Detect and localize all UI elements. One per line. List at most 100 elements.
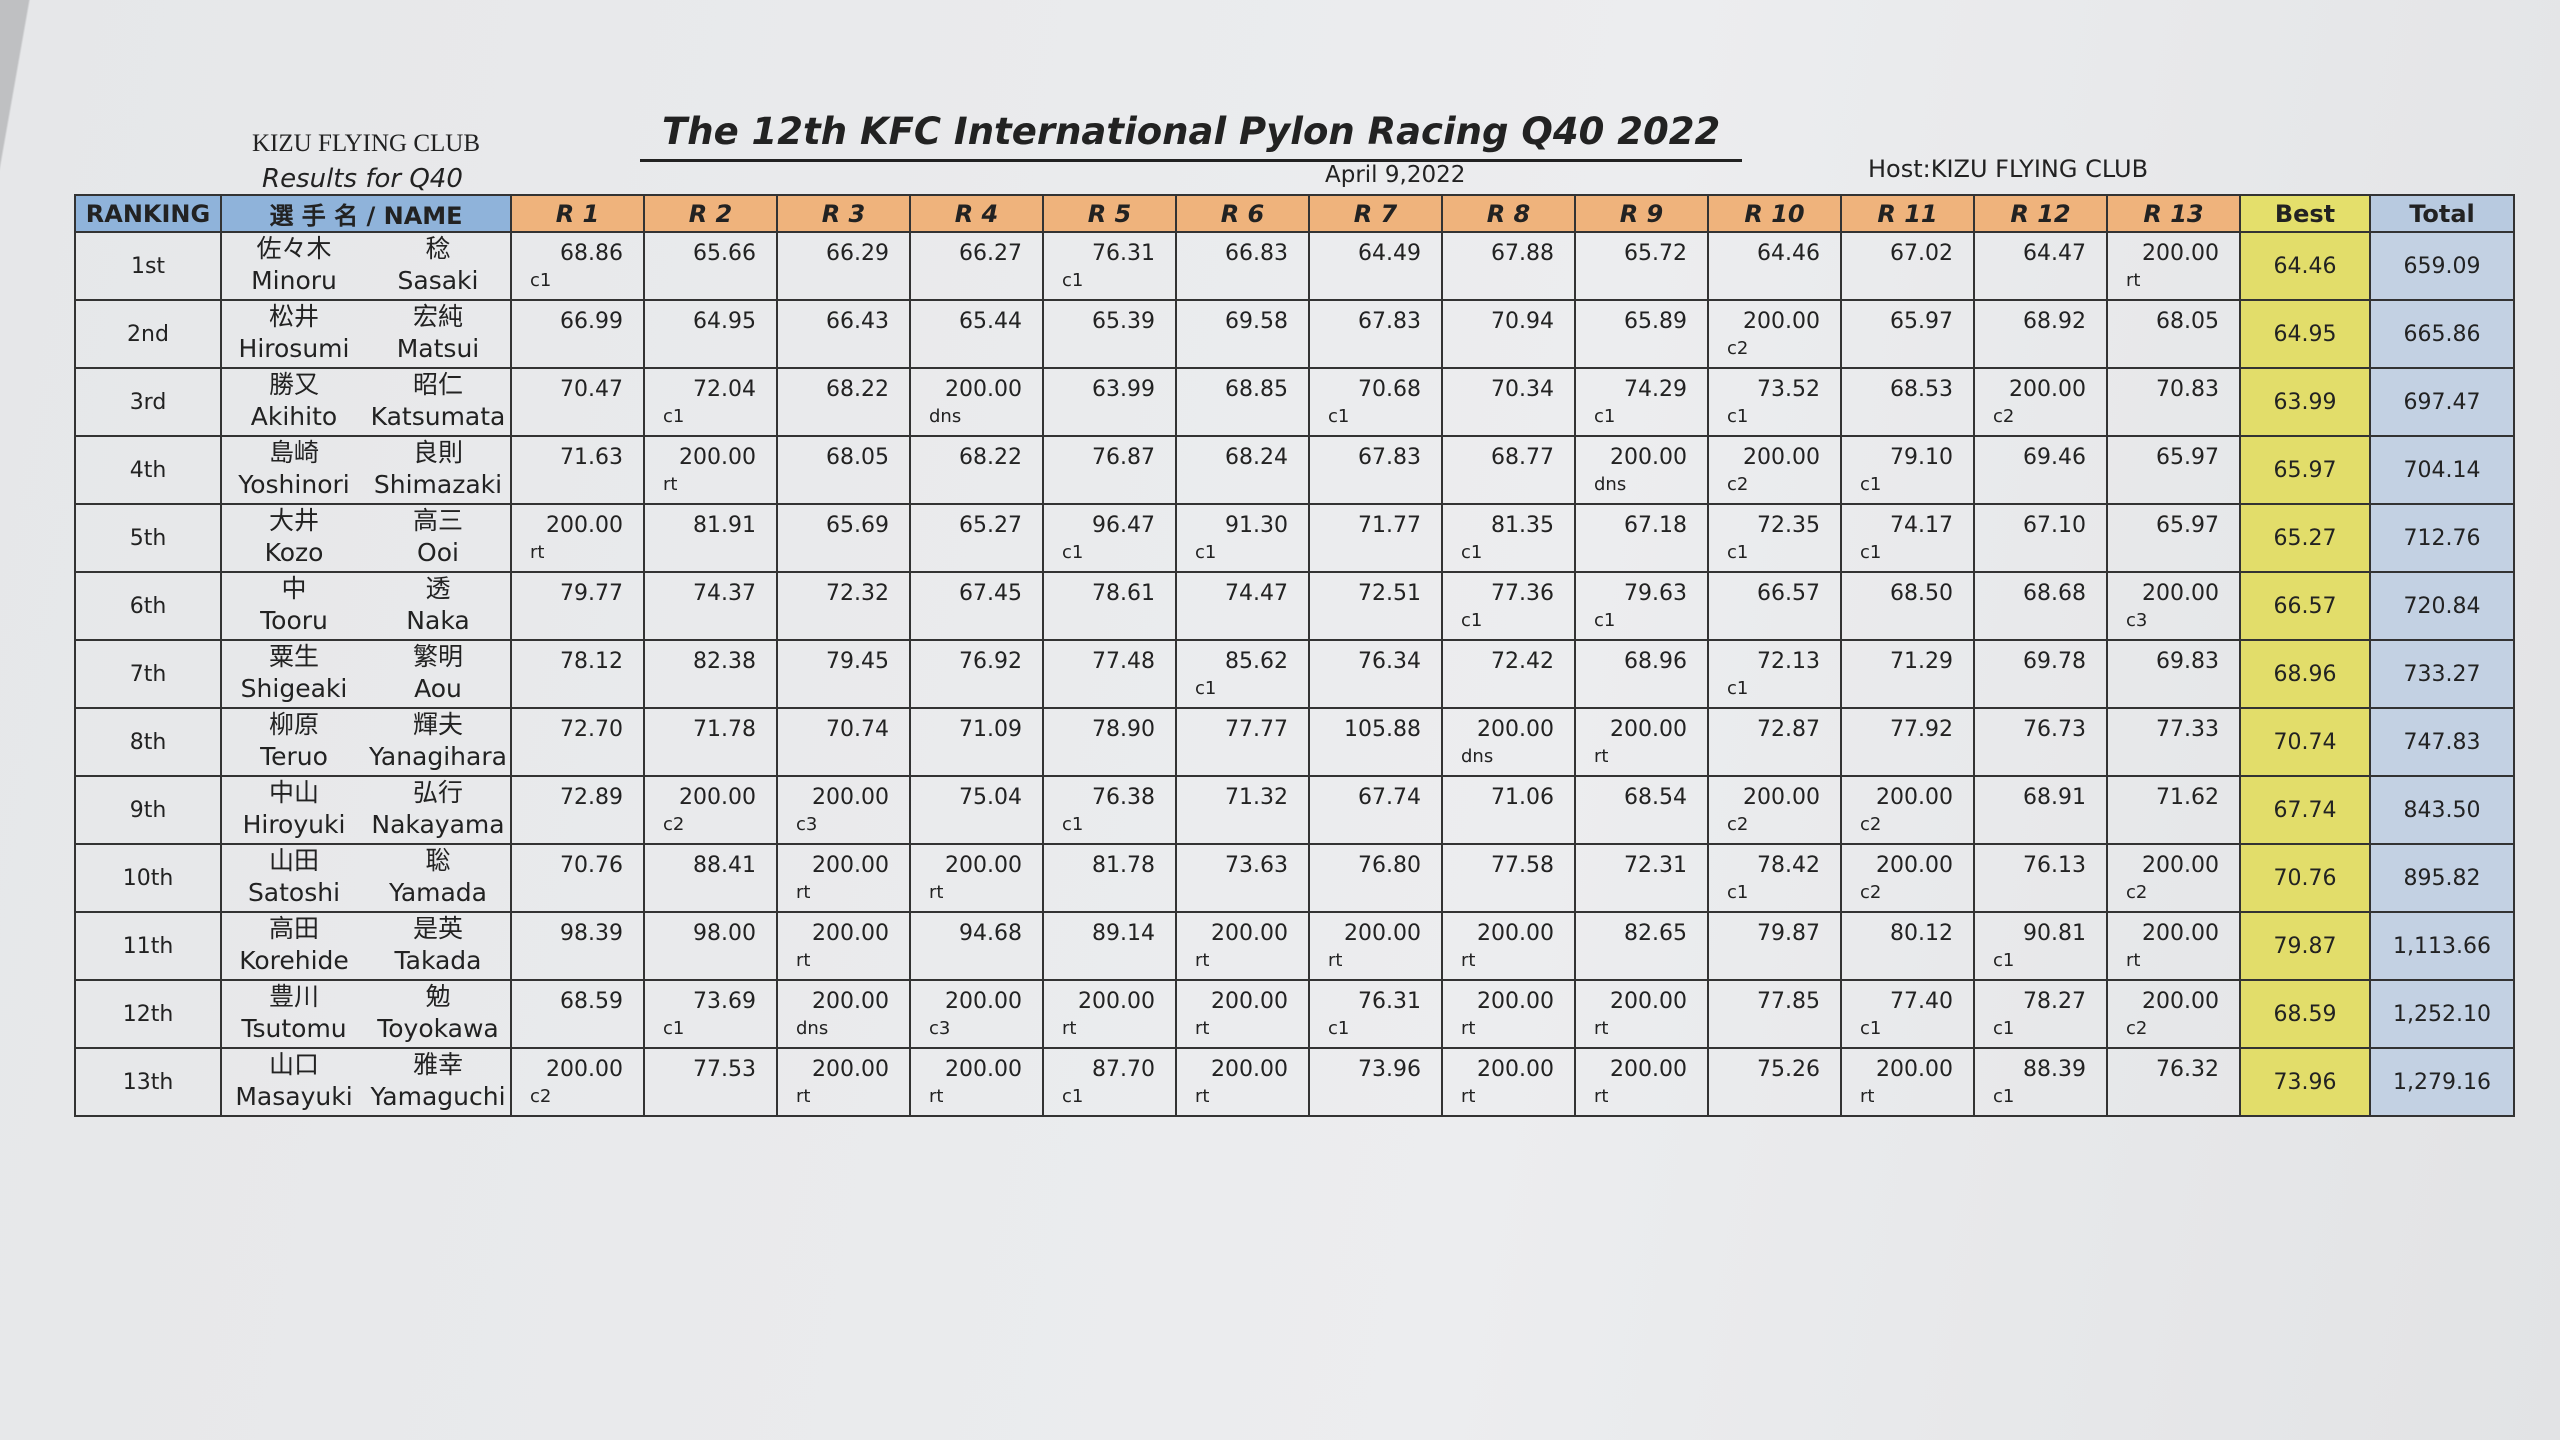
race-cell: 72.13 c1	[1707, 639, 1842, 709]
race-time: 77.33	[2156, 717, 2219, 742]
race-time: 70.76	[560, 853, 623, 878]
race-cell: 65.89	[1574, 299, 1709, 369]
race-cell: 76.80	[1308, 843, 1443, 913]
race-note: c1	[1727, 406, 1749, 427]
race-time: 66.57	[1757, 581, 1820, 606]
race-time: 66.29	[826, 241, 889, 266]
race-time: 65.97	[1890, 309, 1953, 334]
race-cell: 71.09	[909, 707, 1044, 777]
name-jp: 柳原	[268, 710, 319, 739]
race-time: 77.85	[1757, 989, 1820, 1014]
race-time: 73.52	[1757, 377, 1820, 402]
race-cell: 79.63 c1	[1574, 571, 1709, 641]
column-header: R 11	[1840, 194, 1975, 233]
race-time: 71.62	[2156, 785, 2219, 810]
race-time: 68.05	[2156, 309, 2219, 334]
race-cell: 200.00 rt	[1441, 1047, 1576, 1117]
race-cell: 200.00 c2	[1707, 435, 1842, 505]
result-row: 7th 粟生 繁明 Shigeaki Aou 78.12 82.38 79.45 76.92 77…	[74, 639, 2515, 709]
race-cell: 68.05	[776, 435, 911, 505]
best-time: 79.87	[2239, 911, 2371, 981]
name-en: Sasaki	[397, 266, 479, 295]
race-note: rt	[1594, 746, 1609, 767]
race-cell: 200.00 c2	[510, 1047, 645, 1117]
race-note: c2	[1860, 814, 1882, 835]
race-note: c1	[1860, 474, 1882, 495]
race-time: 72.35	[1757, 513, 1820, 538]
subtitle: Results for Q40	[262, 164, 463, 194]
race-cell: 76.38 c1	[1042, 775, 1177, 845]
total-time: 843.50	[2369, 775, 2515, 845]
race-cell: 74.37	[643, 571, 778, 641]
race-note: c2	[1860, 882, 1882, 903]
race-cell: 68.91	[1973, 775, 2108, 845]
name-jp: 中山	[268, 778, 319, 807]
result-row: 4th 島崎 良則 Yoshinori Shimazaki 71.63 200.00 rt 68…	[74, 435, 2515, 505]
name-jp: 雅幸	[412, 1050, 463, 1079]
race-time: 68.91	[2023, 785, 2086, 810]
result-row: 3rd 勝又 昭仁 Akihito Katsumata 70.47 72.04 c1 68.22…	[74, 367, 2515, 437]
race-cell: 73.63	[1175, 843, 1310, 913]
race-note: rt	[2126, 270, 2141, 291]
race-time: 68.22	[959, 445, 1022, 470]
race-time: 71.09	[959, 717, 1022, 742]
name-en: Toyokawa	[377, 1014, 499, 1043]
race-note: c3	[796, 814, 818, 835]
race-cell: 88.39 c1	[1973, 1047, 2108, 1117]
name-jp: 中	[281, 574, 307, 603]
name-jp: 高田	[268, 914, 319, 943]
column-header: R 1	[510, 194, 645, 233]
race-note: c2	[1727, 814, 1749, 835]
race-cell: 76.73	[1973, 707, 2108, 777]
name-en: Takada	[394, 946, 482, 975]
race-cell: 200.00 rt	[1840, 1047, 1975, 1117]
name-cell: 山田 聡 Satoshi Yamada	[220, 843, 512, 913]
race-cell: 200.00 c2	[2106, 979, 2241, 1049]
best-time: 63.99	[2239, 367, 2371, 437]
race-time: 65.72	[1624, 241, 1687, 266]
race-note: rt	[1195, 950, 1210, 971]
race-note: c2	[530, 1086, 552, 1107]
best-time: 68.59	[2239, 979, 2371, 1049]
name-en: Kozo	[264, 538, 324, 567]
race-note: c1	[1727, 678, 1749, 699]
race-time: 79.77	[560, 581, 623, 606]
result-row: 9th 中山 弘行 Hiroyuki Nakayama 72.89 200.00 c2 200.…	[74, 775, 2515, 845]
race-cell: 72.04 c1	[643, 367, 778, 437]
race-note: c1	[1860, 542, 1882, 563]
race-cell: 200.00 dns	[776, 979, 911, 1049]
column-header: R 6	[1175, 194, 1310, 233]
race-time: 200.00	[679, 445, 756, 470]
race-cell: 66.43	[776, 299, 911, 369]
race-cell: 81.78	[1042, 843, 1177, 913]
race-time: 76.38	[1092, 785, 1155, 810]
name-en: Naka	[406, 606, 470, 635]
race-time: 94.68	[959, 921, 1022, 946]
name: 島崎 良則 Yoshinori Shimazaki	[222, 437, 510, 501]
result-row: 13th 山口 雅幸 Masayuki Yamaguchi 200.00 c2 77.53 20…	[74, 1047, 2515, 1117]
total-time: 712.76	[2369, 503, 2515, 573]
race-cell: 200.00 rt	[1175, 911, 1310, 981]
race-cell: 75.04	[909, 775, 1044, 845]
race-time: 80.12	[1890, 921, 1953, 946]
race-cell: 65.44	[909, 299, 1044, 369]
race-time: 200.00	[1211, 989, 1288, 1014]
race-time: 71.32	[1225, 785, 1288, 810]
race-time: 98.39	[560, 921, 623, 946]
race-cell: 65.97	[2106, 503, 2241, 573]
best-time: 70.74	[2239, 707, 2371, 777]
race-cell: 70.34	[1441, 367, 1576, 437]
race-note: rt	[1594, 1086, 1609, 1107]
race-note: rt	[530, 542, 545, 563]
name-en: Satoshi	[247, 878, 341, 907]
race-time: 200.00	[1211, 921, 1288, 946]
race-time: 72.70	[560, 717, 623, 742]
race-time: 79.45	[826, 649, 889, 674]
race-time: 74.29	[1624, 377, 1687, 402]
race-time: 76.92	[959, 649, 1022, 674]
race-time: 67.10	[2023, 513, 2086, 538]
race-cell: 73.52 c1	[1707, 367, 1842, 437]
race-cell: 71.78	[643, 707, 778, 777]
race-cell: 200.00 c2	[643, 775, 778, 845]
race-note: rt	[1860, 1086, 1875, 1107]
